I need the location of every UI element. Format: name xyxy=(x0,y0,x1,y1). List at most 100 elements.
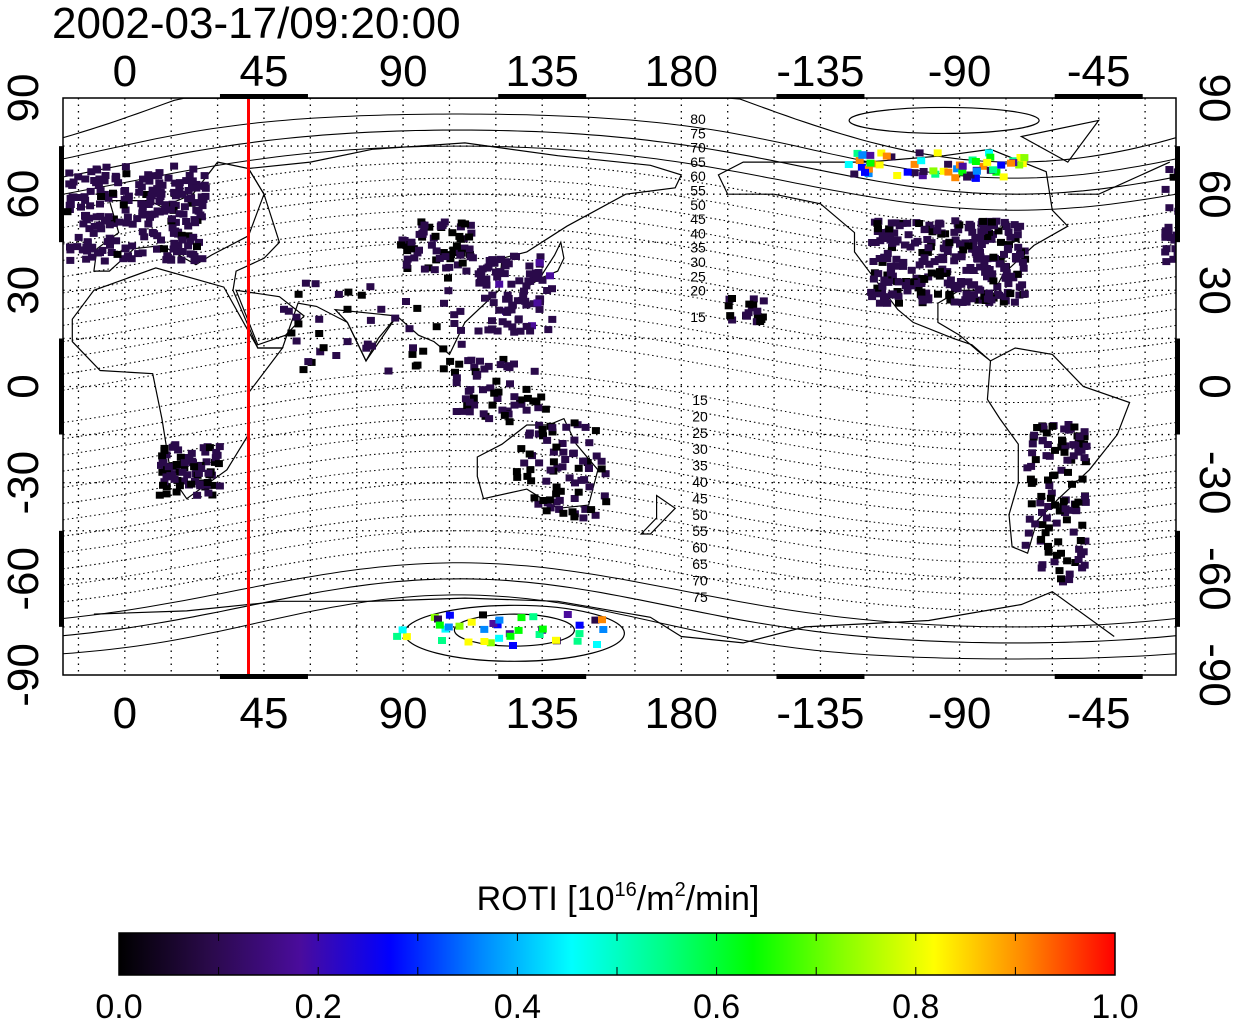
roti-cell xyxy=(432,247,441,255)
roti-cell xyxy=(985,149,993,157)
roti-cell xyxy=(499,355,508,363)
coastline-greenland xyxy=(1019,119,1171,195)
coastline-antarctica xyxy=(93,591,1115,644)
roti-cell xyxy=(94,249,102,257)
roti-cell xyxy=(363,340,372,348)
roti-cell xyxy=(92,165,101,173)
roti-cell xyxy=(968,228,977,236)
roti-cell xyxy=(120,196,129,204)
south-contour-label: 60 xyxy=(692,540,708,556)
roti-cell xyxy=(124,192,133,200)
roti-cell xyxy=(140,233,149,241)
frame-bar xyxy=(59,338,64,435)
roti-cell xyxy=(899,258,908,266)
coastline-japan xyxy=(526,240,565,288)
roti-cell xyxy=(1042,429,1051,437)
roti-cell xyxy=(431,232,440,240)
roti-cell xyxy=(1077,446,1086,454)
mag-contour xyxy=(63,466,1176,532)
roti-cell xyxy=(109,189,117,197)
frame-bar xyxy=(1175,530,1180,627)
roti-cell xyxy=(985,289,993,297)
roti-cell xyxy=(81,196,90,204)
roti-cell xyxy=(445,611,454,619)
roti-cell xyxy=(94,182,103,189)
roti-cell xyxy=(1058,438,1067,446)
roti-cell xyxy=(521,297,530,305)
roti-cell xyxy=(844,161,853,168)
roti-cell xyxy=(457,340,466,348)
south-contour-label: 65 xyxy=(692,556,708,572)
roti-cell xyxy=(1057,549,1065,557)
roti-cell xyxy=(955,221,964,229)
roti-cell xyxy=(189,250,198,258)
roti-cell xyxy=(918,172,927,180)
roti-cell xyxy=(873,284,882,292)
roti-cell xyxy=(413,304,422,312)
south-contour-label: 45 xyxy=(692,490,708,506)
roti-cell xyxy=(1081,537,1090,545)
frame-tick-bars xyxy=(59,94,1180,679)
roti-cell xyxy=(539,432,547,440)
roti-cell xyxy=(934,256,943,263)
roti-cell xyxy=(128,242,137,250)
roti-cell xyxy=(923,236,932,243)
roti-cell xyxy=(543,436,552,444)
roti-cell xyxy=(1025,515,1034,523)
roti-cell xyxy=(538,425,547,433)
roti-cell xyxy=(1015,161,1024,169)
roti-cell xyxy=(177,256,186,264)
roti-cell xyxy=(384,367,393,375)
roti-cell xyxy=(525,270,534,278)
roti-cell xyxy=(548,285,556,293)
roti-cell xyxy=(201,184,210,192)
roti-cell xyxy=(866,151,875,159)
roti-cell xyxy=(890,229,899,237)
roti-cell xyxy=(175,179,184,187)
roti-cell xyxy=(444,287,453,295)
roti-cell xyxy=(1050,471,1059,479)
roti-cell xyxy=(469,394,478,402)
roti-cell xyxy=(408,350,417,358)
roti-cell xyxy=(529,613,538,621)
roti-cell xyxy=(1019,264,1028,272)
roti-cell xyxy=(205,444,214,452)
roti-cell xyxy=(420,221,429,229)
roti-cell xyxy=(87,168,96,176)
roti-cell xyxy=(479,386,487,394)
roti-cell xyxy=(1072,507,1081,515)
roti-cell xyxy=(951,174,960,182)
bottom-longitude-ticks: 0 45 90 135 180 -135 -90 -45 xyxy=(113,689,1131,738)
roti-cell xyxy=(1028,449,1037,457)
roti-cell xyxy=(1051,501,1060,509)
roti-cell xyxy=(1074,556,1083,563)
roti-cell xyxy=(204,469,213,477)
roti-cell xyxy=(880,253,889,261)
roti-cell xyxy=(728,295,736,302)
roti-cell xyxy=(542,477,551,485)
roti-cell xyxy=(447,251,455,259)
south-contour-label: 50 xyxy=(692,507,708,523)
roti-cell xyxy=(552,443,561,451)
roti-cell xyxy=(1082,442,1091,450)
roti-cell xyxy=(919,168,928,175)
roti-cell xyxy=(977,228,986,236)
roti-cell xyxy=(162,473,171,481)
roti-cell xyxy=(96,200,104,208)
roti-cell xyxy=(456,223,465,231)
roti-cell xyxy=(874,290,883,298)
roti-cell xyxy=(981,268,990,276)
roti-cell xyxy=(1068,480,1076,488)
roti-cell xyxy=(95,221,104,229)
roti-cell xyxy=(958,168,967,176)
roti-cell xyxy=(503,291,512,299)
roti-cell xyxy=(144,220,153,228)
roti-cell xyxy=(906,243,915,251)
roti-cell xyxy=(484,362,493,370)
south-contour-label: 25 xyxy=(692,425,708,441)
roti-cell xyxy=(448,229,457,237)
roti-cell xyxy=(122,219,131,227)
roti-cell xyxy=(887,153,896,161)
north-contour-label: 65 xyxy=(690,154,706,170)
